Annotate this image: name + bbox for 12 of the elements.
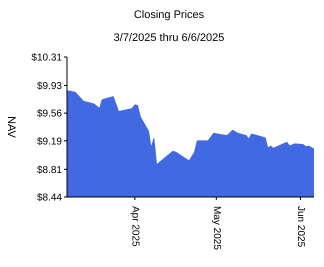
x-tick-label: Jun 2025 [294, 206, 306, 248]
y-tick-label: $9.93 [36, 81, 62, 92]
y-tick-label: $8.81 [36, 164, 62, 176]
y-tick-label: $9.19 [36, 136, 62, 148]
y-axis-title: NAV [5, 116, 18, 139]
x-tick-label: May 2025 [210, 206, 222, 250]
y-tick-label: $10.31 [31, 52, 62, 64]
y-tick-label: $8.44 [36, 192, 62, 204]
chart-title: Closing Prices [132, 8, 206, 23]
x-tick-label: Apr 2025 [129, 206, 140, 248]
chart-subtitle: 3/7/2025 thru 6/6/2025 [112, 31, 226, 46]
y-tick-label: $9.56 [36, 108, 62, 120]
